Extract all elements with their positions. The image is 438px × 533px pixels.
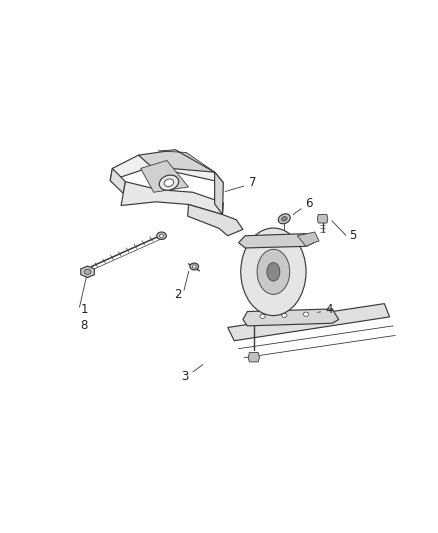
Ellipse shape	[304, 312, 309, 317]
Text: 7: 7	[249, 176, 256, 189]
Polygon shape	[81, 266, 94, 278]
Ellipse shape	[164, 179, 174, 187]
Ellipse shape	[267, 263, 280, 281]
Polygon shape	[110, 168, 125, 193]
Polygon shape	[215, 172, 223, 215]
Polygon shape	[243, 309, 339, 326]
Polygon shape	[138, 150, 215, 172]
Text: 6: 6	[305, 197, 313, 211]
Text: 2: 2	[174, 288, 182, 301]
Ellipse shape	[257, 249, 290, 294]
Ellipse shape	[278, 214, 290, 224]
Polygon shape	[187, 205, 243, 236]
Polygon shape	[158, 150, 215, 172]
Text: 1: 1	[81, 303, 88, 317]
Text: 3: 3	[181, 370, 188, 383]
Polygon shape	[239, 233, 314, 248]
Ellipse shape	[159, 175, 179, 190]
Polygon shape	[110, 155, 223, 183]
Text: 4: 4	[325, 303, 333, 317]
Polygon shape	[228, 304, 390, 341]
Ellipse shape	[159, 234, 164, 237]
Polygon shape	[121, 182, 223, 215]
Polygon shape	[297, 232, 319, 246]
Ellipse shape	[190, 263, 198, 270]
Ellipse shape	[260, 314, 265, 318]
Polygon shape	[141, 160, 188, 192]
Text: 8: 8	[81, 319, 88, 333]
Ellipse shape	[282, 313, 287, 317]
Polygon shape	[248, 352, 259, 362]
Ellipse shape	[192, 265, 196, 268]
Ellipse shape	[157, 232, 166, 239]
Ellipse shape	[241, 228, 306, 316]
Text: 5: 5	[350, 229, 357, 242]
Polygon shape	[318, 215, 328, 223]
Ellipse shape	[84, 269, 91, 274]
Ellipse shape	[282, 216, 287, 221]
